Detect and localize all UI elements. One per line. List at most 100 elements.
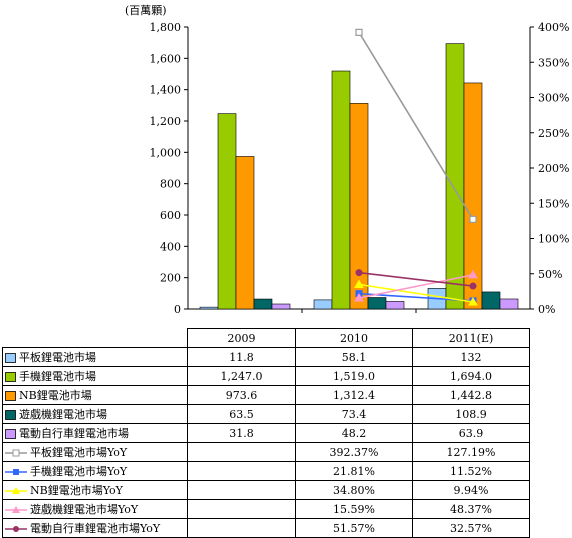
legend-key: [5, 526, 27, 532]
y-axis-ticks: 0 200 400 600 800 1,000 1,200 1,400 1,600 1,800: [150, 21, 188, 316]
bar: [235, 156, 255, 310]
bar: [349, 103, 369, 310]
y2-tick-label: 350%: [538, 56, 569, 69]
table-cell: 132: [412, 347, 530, 367]
legend-key: [5, 353, 16, 363]
series-line: [358, 274, 474, 299]
series-label: 遊戲機鋰電池市場: [2, 404, 188, 424]
legend-key: [5, 449, 27, 457]
table-cell: 34.80%: [295, 480, 413, 500]
legend-key: [5, 410, 16, 420]
table-cell: 11.52%: [412, 461, 530, 481]
series-name: 手機鋰電池市場: [19, 370, 96, 383]
table-row: 電動自行車鋰電池市場YoY 51.57% 32.57%: [2, 518, 530, 538]
y2-tick-label: 300%: [538, 92, 569, 105]
bar: [253, 298, 273, 310]
table-cell: 58.1: [295, 347, 413, 367]
data-table: 2009 2010 2011(E) 平板鋰電池市場 11.8 58.1 132 手機鋰電…: [2, 328, 530, 538]
bar: [367, 297, 387, 310]
series-label: 電動自行車鋰電池市場: [2, 423, 188, 443]
legend-key: [5, 391, 16, 401]
table-cell: 11.8: [187, 347, 296, 367]
series-label: 平板鋰電池市場YoY: [2, 442, 188, 462]
series-name: 平板鋰電池市場YoY: [30, 446, 128, 459]
series-label: 手機鋰電池市場YoY: [2, 461, 188, 481]
table-cell: 73.4: [295, 404, 413, 424]
bar: [385, 301, 405, 310]
y-tick-label: 1,200: [150, 115, 182, 128]
table-body: 平板鋰電池市場 11.8 58.1 132 手機鋰電池市場 1,247.0 1,519.0 1…: [2, 347, 530, 538]
series-label: 遊戲機鋰電池市場YoY: [2, 499, 188, 519]
table-cell: 48.2: [295, 423, 413, 443]
table-cell: 1,694.0: [412, 366, 530, 386]
y2-tick-label: 100%: [538, 233, 569, 246]
series-line: [358, 31, 474, 220]
bar: [217, 113, 237, 310]
line-point: [354, 279, 364, 288]
bar: [445, 43, 465, 310]
table-cell: 973.6: [187, 385, 296, 405]
series-name: 平板鋰電池市場: [19, 351, 96, 364]
y2-axis-ticks: 0% 50% 100% 150% 200% 250% 300% 350% 400%: [530, 21, 569, 316]
table-row: 手機鋰電池市場 1,247.0 1,519.0 1,694.0: [2, 366, 530, 386]
series-name: NB鋰電池市場YoY: [30, 484, 123, 497]
category-2009: 2009: [187, 328, 296, 348]
table-cell: 9.94%: [412, 480, 530, 500]
legend-marker: [12, 449, 20, 457]
table-cell: 108.9: [412, 404, 530, 424]
series-label: 平板鋰電池市場: [2, 347, 188, 367]
series-line: [358, 271, 474, 287]
table-corner: [2, 328, 188, 348]
legend-marker: [13, 526, 19, 532]
line-point: [354, 293, 364, 302]
table-cell: 1,312.4: [295, 385, 413, 405]
legend-key: [5, 487, 27, 494]
line-point: [355, 28, 363, 36]
y2-tick-label: 150%: [538, 197, 569, 210]
y-tick-label: 1,400: [150, 84, 182, 97]
legend-swatch: [5, 391, 16, 401]
series-name: 遊戲機鋰電池市場YoY: [30, 503, 139, 516]
table-cell: 1,519.0: [295, 366, 413, 386]
y-tick-label: 800: [160, 178, 181, 191]
y2-tick-label: 50%: [538, 268, 562, 281]
series-label: NB鋰電池市場: [2, 385, 188, 405]
y2-tick-label: 250%: [538, 127, 569, 140]
legend-key: [5, 469, 27, 475]
legend-marker: [12, 487, 20, 494]
table-cell: 392.37%: [295, 442, 413, 462]
line-point: [468, 296, 478, 306]
y-tick-label: 1,800: [150, 21, 182, 34]
table-cell: [187, 518, 296, 538]
series-name: 電動自行車鋰電池市場YoY: [30, 522, 161, 535]
table-cell: 21.81%: [295, 461, 413, 481]
y-axis-label: (百萬顆): [125, 4, 167, 17]
series-label: NB鋰電池市場YoY: [2, 480, 188, 500]
y2-tick-label: 200%: [538, 162, 569, 175]
chart-area: (百萬顆) 0 200 400 600 800 1,000 1,200 1,400 1,600 1…: [125, 4, 569, 316]
y2-tick-label: 0%: [538, 303, 555, 316]
table-cell: [187, 461, 296, 481]
series-label: 手機鋰電池市場: [2, 366, 188, 386]
line-point: [468, 269, 478, 279]
y-tick-label: 600: [160, 209, 181, 222]
bar: [463, 82, 483, 310]
table-cell: 32.57%: [412, 518, 530, 538]
legend-key: [5, 372, 16, 382]
table-row: NB鋰電池市場 973.6 1,312.4 1,442.8: [2, 385, 530, 405]
series-line: [358, 283, 474, 303]
table-row: 平板鋰電池市場YoY 392.37% 127.19%: [2, 442, 530, 462]
table-cell: 48.37%: [412, 499, 530, 519]
bar: [499, 298, 519, 310]
y-tick-label: 0: [174, 303, 181, 316]
series-name: 電動自行車鋰電池市場: [19, 427, 129, 440]
category-2010: 2010: [295, 328, 413, 348]
table-row: 平板鋰電池市場 11.8 58.1 132: [2, 347, 530, 367]
table-cell: 1,247.0: [187, 366, 296, 386]
legend-swatch: [5, 410, 16, 420]
y-tick-label: 1,600: [150, 52, 182, 65]
bar: [271, 303, 291, 310]
series-name: 遊戲機鋰電池市場: [19, 408, 107, 421]
y-tick-label: 400: [160, 240, 181, 253]
bars: [199, 43, 519, 310]
